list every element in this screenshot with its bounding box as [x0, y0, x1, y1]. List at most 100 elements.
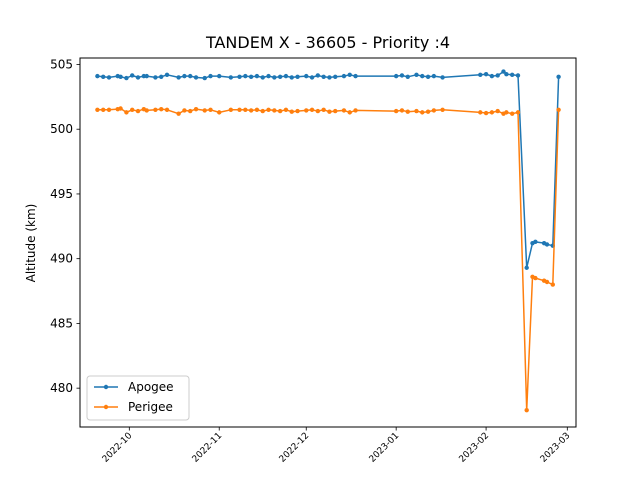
- data-point-perigee: [237, 107, 242, 112]
- data-point-apogee: [544, 242, 550, 247]
- data-point-perigee: [248, 108, 254, 113]
- data-point-apogee: [327, 75, 332, 80]
- data-point-perigee: [95, 107, 100, 112]
- data-point-perigee: [414, 108, 419, 114]
- data-point-apogee: [176, 75, 181, 80]
- data-point-apogee: [283, 73, 289, 79]
- data-point-perigee: [266, 107, 271, 112]
- data-point-apogee: [353, 73, 358, 79]
- data-point-perigee: [515, 110, 521, 115]
- data-point-apogee: [193, 75, 199, 80]
- data-point-perigee: [159, 106, 164, 112]
- data-point-perigee: [483, 110, 489, 116]
- data-point-apogee: [159, 74, 164, 79]
- data-point-apogee: [414, 72, 419, 78]
- data-point-apogee: [254, 73, 260, 79]
- data-point-perigee: [188, 108, 193, 114]
- legend: Apogee Perigee: [86, 375, 190, 421]
- data-point-perigee: [304, 108, 309, 113]
- data-point-perigee: [478, 110, 483, 115]
- data-point-perigee: [202, 108, 207, 113]
- data-point-perigee: [295, 108, 300, 114]
- data-point-perigee: [309, 107, 315, 112]
- data-point-perigee: [556, 107, 561, 112]
- data-point-perigee: [176, 111, 181, 116]
- data-point-perigee: [101, 107, 106, 112]
- data-point-apogee: [95, 73, 100, 79]
- data-point-apogee: [478, 72, 483, 78]
- data-point-perigee: [144, 108, 149, 113]
- data-point-apogee: [309, 75, 315, 80]
- data-point-perigee: [393, 108, 399, 114]
- data-point-perigee: [118, 106, 123, 111]
- data-point-perigee: [489, 110, 495, 115]
- legend-label-perigee: Perigee: [128, 400, 173, 414]
- data-point-apogee: [260, 75, 265, 80]
- data-point-perigee: [524, 407, 529, 413]
- data-point-perigee: [272, 108, 277, 113]
- data-point-apogee: [277, 74, 283, 79]
- data-point-apogee: [321, 74, 326, 79]
- data-point-apogee: [483, 71, 489, 77]
- data-point-apogee: [188, 73, 193, 79]
- series-line-perigee: [97, 107, 560, 411]
- data-point-apogee: [130, 73, 135, 78]
- data-point-apogee: [208, 73, 213, 79]
- data-point-apogee: [164, 72, 170, 78]
- data-point-apogee: [489, 73, 495, 79]
- data-point-apogee: [217, 73, 222, 79]
- data-point-perigee: [283, 107, 289, 112]
- data-point-perigee: [243, 107, 248, 112]
- data-point-apogee: [272, 75, 277, 80]
- data-point-apogee: [135, 75, 141, 80]
- data-point-apogee: [399, 73, 405, 78]
- x-tick-label: 2023-02: [458, 431, 492, 465]
- data-point-apogee: [101, 74, 106, 79]
- data-point-apogee: [315, 73, 321, 78]
- data-point-apogee: [533, 239, 538, 245]
- data-point-apogee: [237, 74, 242, 79]
- legend-marker-perigee: [103, 404, 109, 410]
- data-point-perigee: [405, 109, 410, 114]
- data-point-perigee: [277, 108, 283, 114]
- data-point-perigee: [333, 108, 338, 114]
- data-point-apogee: [182, 73, 187, 79]
- y-tick-label: 500: [50, 122, 73, 136]
- data-point-perigee: [130, 107, 135, 112]
- data-point-perigee: [533, 275, 538, 281]
- x-tick-label: 2023-03: [539, 431, 573, 465]
- y-tick-label: 480: [50, 381, 73, 395]
- data-point-apogee: [144, 73, 149, 79]
- y-tick-label: 485: [50, 316, 73, 330]
- data-point-perigee: [254, 107, 260, 112]
- data-point-apogee: [431, 73, 437, 79]
- data-point-perigee: [431, 108, 437, 113]
- data-point-apogee: [333, 74, 338, 79]
- x-tick-label: 2022-12: [278, 431, 312, 465]
- data-point-perigee: [509, 111, 515, 116]
- data-point-apogee: [243, 73, 248, 79]
- data-point-apogee: [295, 74, 300, 79]
- data-point-apogee: [118, 74, 123, 79]
- data-point-apogee: [304, 73, 309, 79]
- data-point-perigee: [124, 110, 129, 115]
- data-point-perigee: [495, 108, 500, 114]
- data-point-perigee: [182, 108, 187, 113]
- data-point-apogee: [124, 75, 129, 81]
- data-point-apogee: [347, 72, 352, 78]
- data-point-perigee: [217, 110, 222, 115]
- legend-label-apogee: Apogee: [128, 380, 174, 394]
- y-tick-label: 490: [50, 252, 73, 266]
- data-point-apogee: [495, 73, 500, 78]
- data-point-apogee: [504, 71, 509, 77]
- data-point-apogee: [425, 74, 431, 79]
- data-point-apogee: [106, 75, 112, 80]
- data-point-apogee: [341, 73, 347, 79]
- chart-title: TANDEM X - 36605 - Priority :4: [205, 33, 450, 52]
- data-point-apogee: [515, 73, 521, 78]
- data-point-apogee: [228, 75, 234, 80]
- data-point-perigee: [327, 109, 332, 114]
- y-tick-label: 495: [50, 187, 73, 201]
- data-point-perigee: [347, 110, 352, 115]
